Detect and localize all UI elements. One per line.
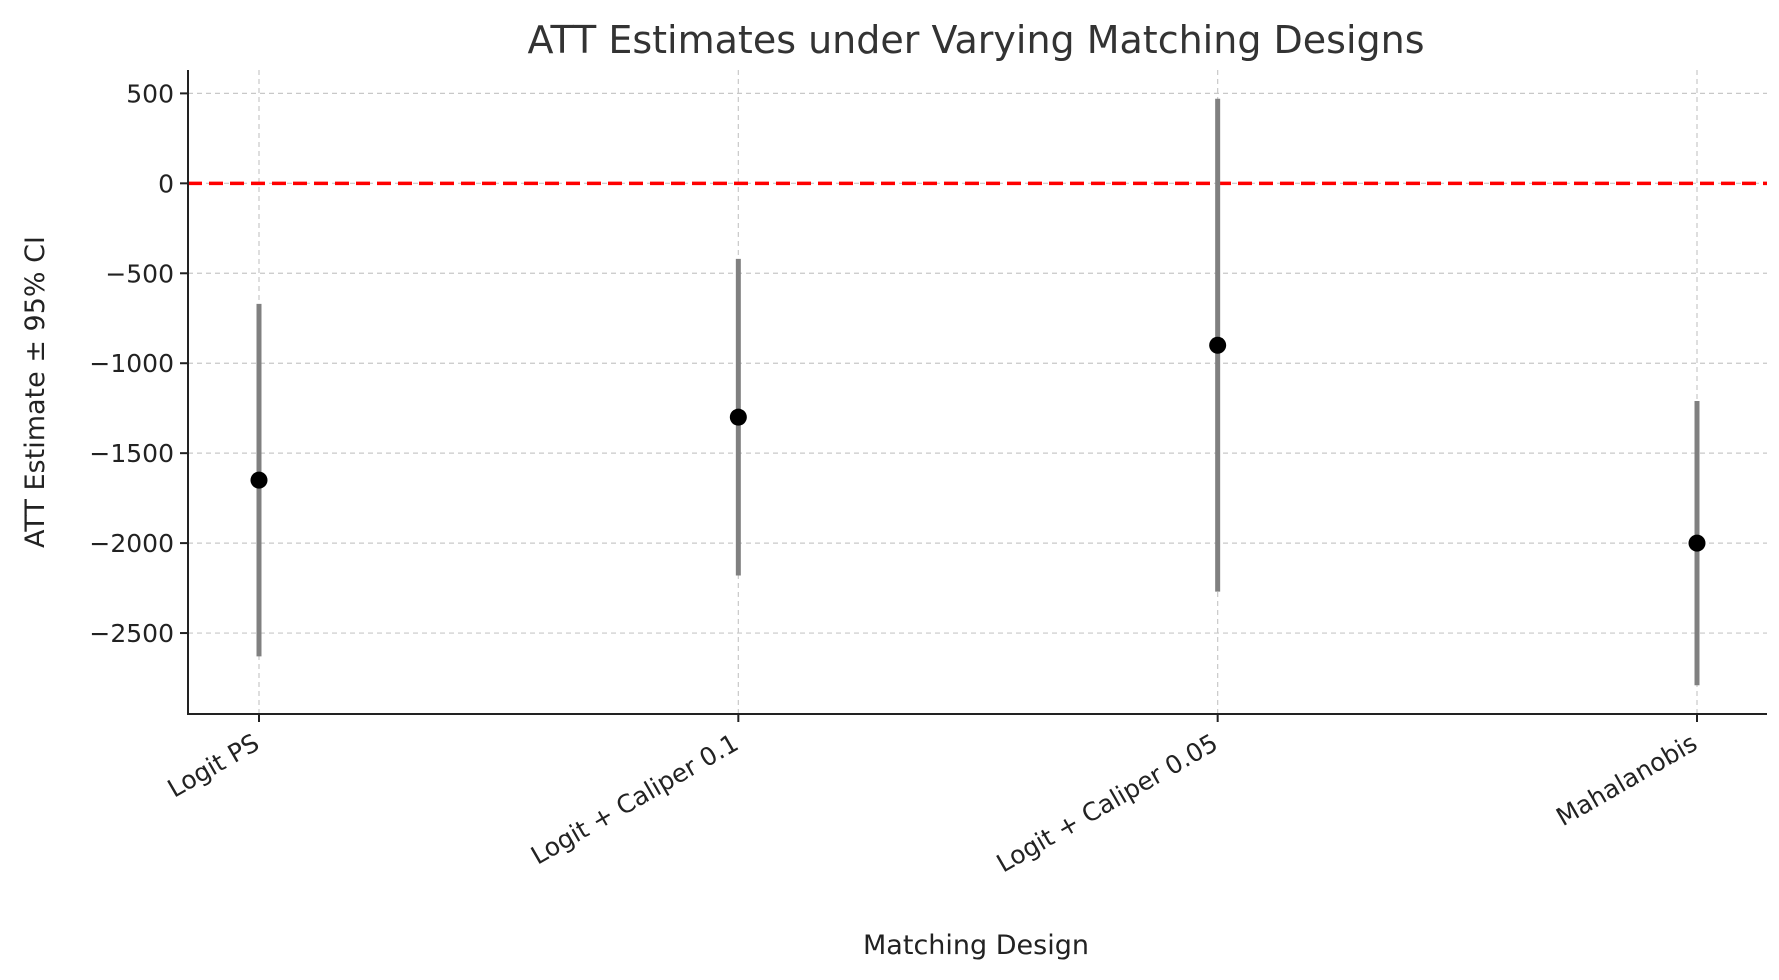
- y-axis-label: ATT Estimate ± 95% CI: [20, 236, 51, 548]
- y-tick-label: 0: [158, 169, 174, 198]
- x-tick-label: Logit + Caliper 0.05: [992, 728, 1223, 878]
- y-tick-label: −1500: [89, 439, 174, 468]
- data-point: [729, 408, 747, 426]
- y-tick-label: −1000: [89, 349, 174, 378]
- x-tick-label: Logit + Caliper 0.1: [526, 728, 743, 870]
- x-axis-label: Matching Design: [863, 930, 1089, 961]
- y-tick-label: −500: [105, 259, 174, 288]
- y-tick-label: −2000: [89, 529, 174, 558]
- x-tick-label: Logit PS: [163, 728, 264, 803]
- data-point: [1688, 534, 1706, 552]
- data-points: [250, 336, 1706, 552]
- data-point: [1209, 336, 1227, 354]
- chart-title: ATT Estimates under Varying Matching Des…: [527, 18, 1424, 62]
- y-tick-label: 500: [126, 79, 174, 108]
- y-tick-label: −2500: [89, 619, 174, 648]
- axis-ticks: 500 0 −500 −1000 −1500 −2000 −2500 Logit PS Logi…: [89, 79, 1702, 878]
- x-tick-label: Mahalanobis: [1551, 728, 1702, 832]
- data-point: [250, 471, 268, 489]
- error-bars: [256, 98, 1700, 686]
- grid-lines: [188, 70, 1767, 714]
